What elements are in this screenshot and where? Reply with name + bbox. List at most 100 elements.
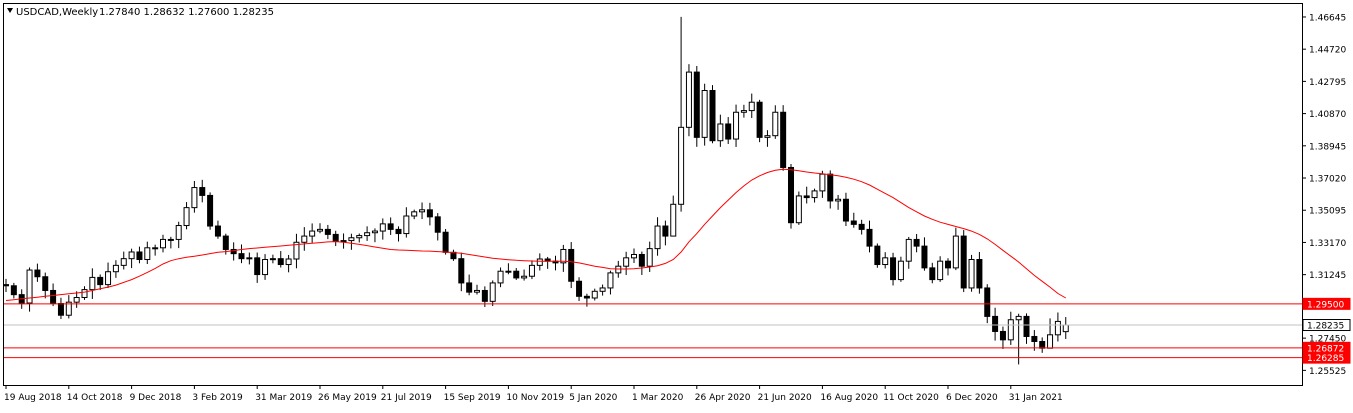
time-tick-label: 3 Feb 2019	[192, 393, 243, 403]
badge-label: 1.26872	[1307, 344, 1344, 354]
candle	[1031, 330, 1038, 351]
candle	[10, 282, 17, 299]
candle	[277, 251, 284, 268]
candle	[952, 227, 959, 271]
candle	[340, 233, 347, 249]
candle	[65, 295, 72, 319]
candle	[317, 223, 323, 234]
triangle-down-icon[interactable]	[7, 8, 13, 13]
time-axis: 19 Aug 2018 14 Oct 2018 9 Dec 2018 3 Feb 20…	[4, 385, 1063, 403]
ohlc-readout: 1.27840 1.28632 1.27600 1.28235	[99, 7, 274, 18]
candle	[748, 93, 755, 119]
candle	[882, 252, 889, 269]
price-tick-label: 1.42795	[1309, 78, 1346, 88]
candle	[489, 280, 496, 307]
price-tick-label: 1.40870	[1309, 110, 1346, 120]
time-tick-label: 5 Jan 2020	[569, 393, 617, 403]
candle	[175, 221, 182, 249]
candle	[105, 262, 112, 289]
candle	[803, 186, 810, 204]
badge-label: 1.28235	[1307, 322, 1344, 332]
candle	[929, 262, 936, 284]
candle	[827, 170, 834, 209]
price-tick-label: 1.33170	[1309, 239, 1346, 249]
time-tick-label: 31 Mar 2019	[255, 393, 312, 403]
candle	[678, 16, 685, 212]
price-tick-label: 1.35095	[1309, 207, 1346, 217]
candle	[474, 284, 480, 295]
candle	[167, 236, 174, 249]
symbol-label: USDCAD,Weekly	[16, 7, 98, 18]
candle	[136, 246, 143, 264]
time-tick-label: 26 May 2019	[318, 393, 377, 403]
candle	[654, 217, 661, 256]
candle	[466, 274, 473, 296]
candle	[897, 256, 904, 282]
badge-label: 1.26285	[1307, 354, 1344, 364]
candle	[890, 252, 897, 286]
candle	[426, 202, 433, 226]
candle	[371, 228, 378, 243]
plot-frame	[3, 3, 1303, 386]
candle	[568, 242, 575, 289]
time-tick-label: 19 Aug 2018	[4, 393, 62, 403]
candle	[874, 243, 881, 268]
price-tick-label: 1.46645	[1309, 13, 1346, 23]
price-tick-label: 1.31245	[1309, 271, 1346, 281]
candle	[693, 65, 700, 147]
candle	[560, 244, 567, 272]
candle	[379, 218, 386, 240]
candle	[395, 226, 402, 242]
candle	[152, 244, 159, 256]
candle	[348, 233, 355, 250]
candle	[442, 228, 449, 255]
candle	[591, 288, 598, 301]
time-tick-label: 11 Oct 2020	[883, 393, 939, 403]
candle	[183, 202, 190, 230]
candle	[230, 242, 237, 261]
moving-average-line	[5, 168, 1067, 301]
candle	[631, 248, 637, 264]
candle	[576, 277, 583, 302]
candle	[866, 220, 873, 253]
time-tick-label: 15 Sep 2019	[444, 393, 501, 403]
time-tick-label: 26 Apr 2020	[695, 393, 751, 403]
candle	[733, 104, 740, 147]
candle	[89, 268, 96, 299]
candle	[513, 267, 520, 280]
candle	[607, 270, 614, 295]
candle	[835, 194, 842, 210]
price-tick-label: 1.27450	[1309, 335, 1346, 345]
candle	[701, 83, 708, 146]
time-tick-label: 1 Mar 2020	[632, 393, 684, 403]
candle	[599, 284, 606, 296]
candle	[670, 195, 677, 237]
time-tick-label: 6 Dec 2020	[946, 393, 998, 403]
candle	[528, 260, 535, 280]
candle	[842, 192, 849, 227]
candle	[638, 251, 645, 275]
candle	[81, 286, 88, 300]
time-tick-label: 9 Dec 2018	[130, 393, 182, 403]
level-price-badge: 1.26285	[1302, 351, 1351, 364]
candle	[324, 224, 331, 240]
candle	[1054, 312, 1061, 342]
candle	[1007, 311, 1014, 345]
candle	[160, 234, 166, 253]
candle	[112, 260, 119, 278]
candle	[725, 117, 732, 144]
candle	[921, 237, 928, 271]
chart-header: USDCAD,Weekly 1.27840 1.28632 1.27600 1.…	[7, 7, 274, 18]
candle	[434, 213, 441, 241]
candle	[364, 226, 371, 241]
candle	[788, 163, 794, 229]
price-tick-label: 1.38945	[1309, 142, 1346, 152]
candle	[214, 220, 221, 239]
candle	[850, 212, 857, 228]
candle	[976, 251, 983, 294]
price-tick-label: 1.37020	[1309, 175, 1346, 185]
candle	[536, 253, 543, 271]
candle	[128, 248, 135, 269]
candle	[238, 244, 245, 264]
time-tick-label: 10 Nov 2019	[506, 393, 564, 403]
